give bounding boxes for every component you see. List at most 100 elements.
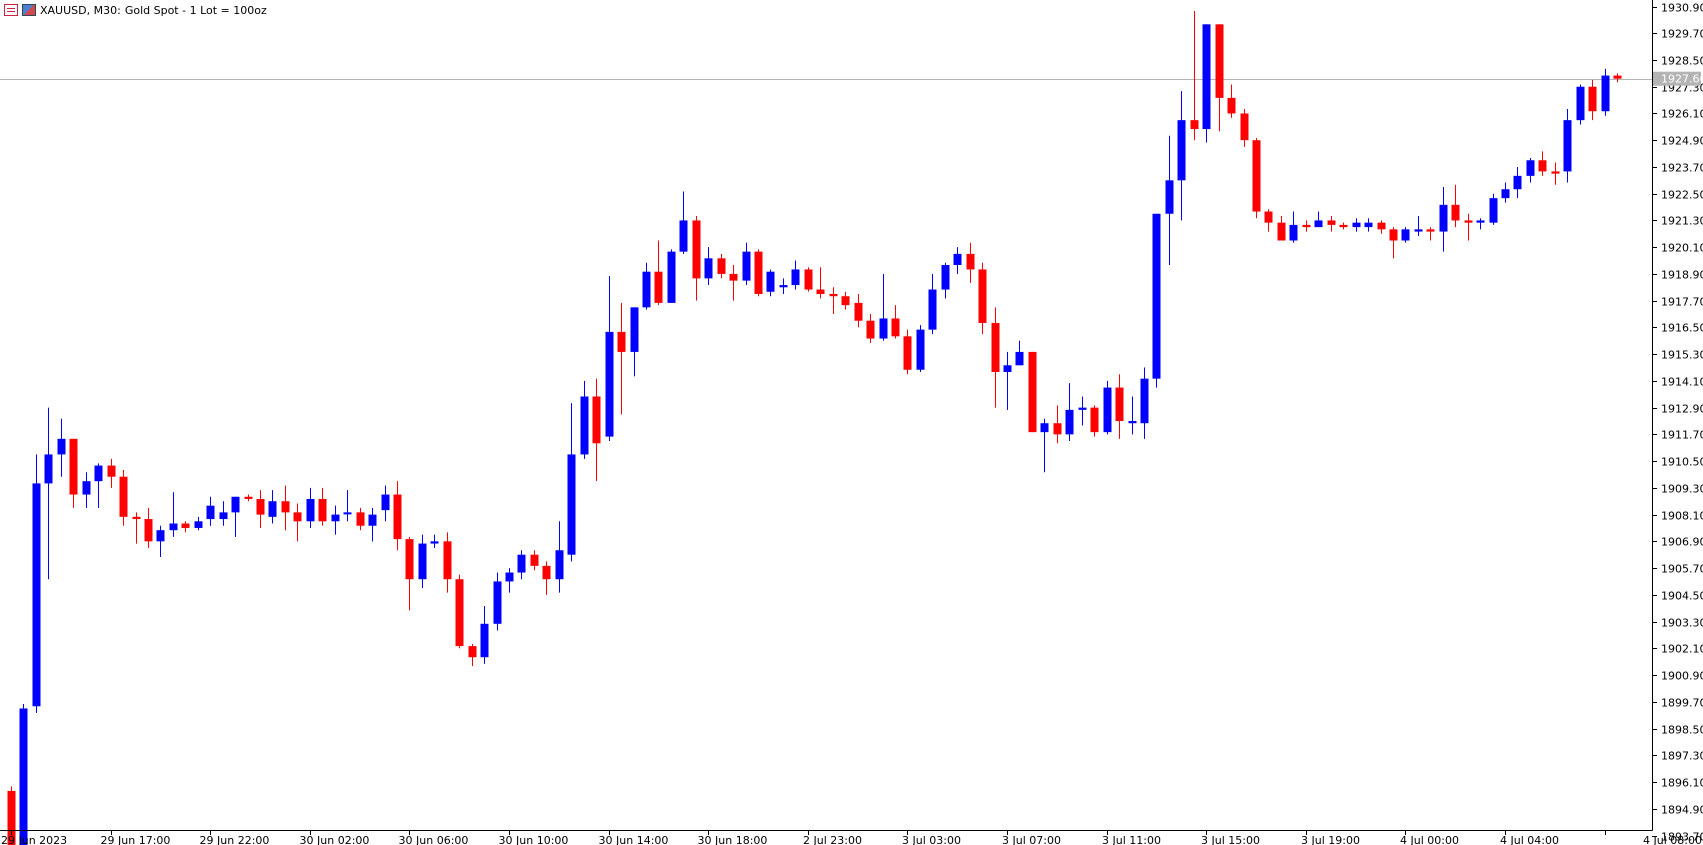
candle-body: [953, 253, 962, 266]
candle-body: [1289, 224, 1298, 241]
candle: [1128, 396, 1137, 435]
candle-body: [854, 302, 863, 321]
price-tick-label: 1903.30: [1661, 617, 1703, 630]
candle: [1377, 220, 1386, 234]
candle-body: [941, 265, 950, 290]
candle: [1103, 380, 1112, 435]
candle: [1140, 367, 1149, 439]
candle-body: [717, 258, 726, 274]
candle: [69, 438, 78, 508]
chart-description: Gold Spot - 1 Lot = 100oz: [124, 3, 267, 17]
candle: [493, 572, 502, 631]
candle-body: [555, 550, 564, 580]
time-tick-label: 30 Jun 10:00: [499, 834, 569, 845]
candle: [306, 487, 315, 528]
candle-body: [1476, 220, 1485, 223]
candle-body: [530, 554, 539, 566]
candle-body: [256, 498, 265, 515]
candle-body: [69, 438, 78, 495]
price-tick-label: 1904.50: [1661, 590, 1703, 603]
price-axis[interactable]: 1930.901929.701928.501927.301926.101924.…: [1652, 0, 1703, 844]
candle: [219, 501, 228, 526]
candle: [605, 276, 614, 442]
candle-body: [1140, 378, 1149, 424]
candle-body: [505, 572, 514, 582]
candle: [1090, 405, 1099, 437]
candle-body: [567, 454, 576, 555]
candle: [542, 561, 551, 595]
price-tick-label: 1926.10: [1661, 108, 1703, 121]
candle-body: [1401, 229, 1410, 241]
candle-body: [19, 708, 28, 845]
price-tick-label: 1897.30: [1661, 750, 1703, 763]
candle: [1177, 91, 1186, 221]
candle-body: [1202, 24, 1211, 130]
candle-body: [1302, 224, 1311, 228]
candle-body: [7, 790, 16, 845]
candle: [667, 249, 676, 303]
candle: [779, 278, 788, 294]
time-axis[interactable]: 29 Jun 2023 29 Jun 17:00 29 Jun 22:00 30 Ju…: [0, 830, 1702, 845]
price-tick-label: 1906.90: [1661, 536, 1703, 549]
price-tick-label: 1896.10: [1661, 777, 1703, 790]
candle-body: [281, 501, 290, 513]
candle: [1252, 137, 1261, 219]
candle: [580, 380, 589, 459]
candle-body: [1389, 229, 1398, 241]
candle: [1053, 405, 1062, 444]
candle: [1588, 80, 1597, 121]
price-tick-label: 1909.30: [1661, 483, 1703, 496]
time-tick-label: 3 Jul 19:00: [1301, 834, 1360, 845]
candle: [393, 481, 402, 551]
candle: [1115, 374, 1124, 439]
candle: [480, 605, 489, 664]
candle-body: [679, 220, 688, 252]
candle-body: [1426, 229, 1435, 232]
candle-body: [169, 523, 178, 531]
candles-layer: [7, 10, 1622, 845]
candle-body: [194, 521, 203, 528]
candle: [1576, 84, 1585, 125]
candle-body: [978, 269, 987, 323]
candle-body: [517, 554, 526, 573]
chart-header: XAUUSD, M30: Gold Spot - 1 Lot = 100oz: [4, 2, 267, 18]
time-tick-label: 30 Jun 02:00: [300, 834, 370, 845]
candle: [405, 536, 414, 611]
time-tick-label: 4 Jul 04:00: [1500, 834, 1559, 845]
grid-table-icon[interactable]: [4, 4, 18, 16]
candle: [1563, 109, 1572, 183]
candle-body: [1090, 407, 1099, 433]
price-tick-label: 1918.90: [1661, 269, 1703, 282]
candle: [1551, 162, 1560, 185]
candle-body: [654, 271, 663, 303]
candle: [916, 325, 925, 372]
candle-body: [1576, 86, 1585, 121]
candle-body: [1327, 220, 1336, 225]
candle-body: [107, 465, 116, 477]
candle: [356, 507, 365, 531]
time-tick-label: 3 Jul 11:00: [1102, 834, 1161, 845]
candle: [841, 291, 850, 310]
candle: [206, 496, 215, 526]
price-tick-label: 1923.70: [1661, 162, 1703, 175]
price-tick-label: 1929.70: [1661, 28, 1703, 41]
candle-body: [418, 543, 427, 580]
candle-body: [57, 438, 66, 455]
candle-body: [1588, 86, 1597, 112]
candle-body: [916, 329, 925, 370]
candle: [517, 550, 526, 580]
candle: [156, 525, 165, 557]
market-watch-icon[interactable]: [22, 4, 36, 16]
candle: [57, 418, 66, 477]
candle-body: [132, 516, 141, 520]
candle: [1389, 227, 1398, 259]
candle-body: [1314, 220, 1323, 228]
candle-body: [1165, 180, 1174, 214]
candle: [32, 454, 41, 713]
candle-body: [1103, 387, 1112, 433]
candle-body: [455, 579, 464, 647]
candle-body: [1078, 407, 1087, 410]
